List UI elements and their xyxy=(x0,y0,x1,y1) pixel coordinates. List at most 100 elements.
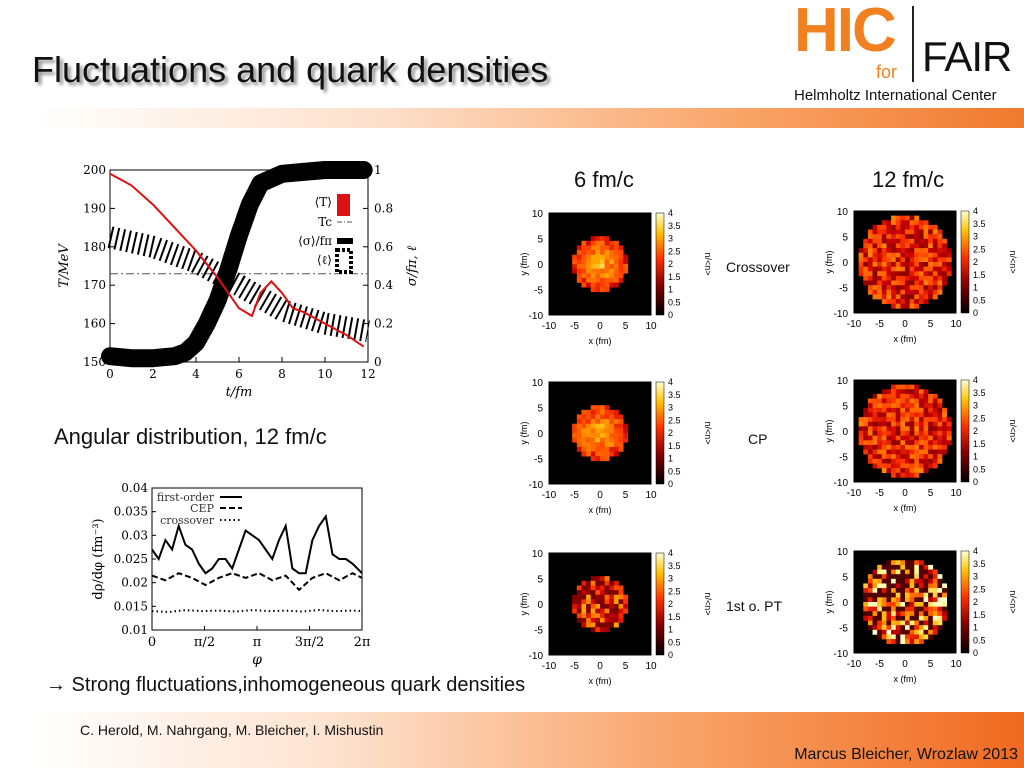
density-cell xyxy=(891,426,897,432)
density-cell xyxy=(900,583,906,589)
density-cell xyxy=(881,449,887,455)
density-cell xyxy=(891,463,897,469)
density-cell xyxy=(618,277,624,283)
density-cell xyxy=(867,620,873,626)
density-cell xyxy=(937,602,943,607)
density-cell xyxy=(609,599,615,605)
density-cell xyxy=(618,259,624,265)
density-cell xyxy=(609,254,615,260)
density-cell xyxy=(914,431,920,436)
first-order-curve xyxy=(151,513,363,575)
density-cell xyxy=(891,252,897,258)
density-cell xyxy=(872,454,878,460)
density-cell xyxy=(595,414,601,420)
density-cell xyxy=(937,280,943,286)
density-cell xyxy=(604,277,610,283)
density-cell xyxy=(909,639,915,645)
density-cell xyxy=(905,611,910,617)
density-cell xyxy=(923,294,929,300)
density-cell xyxy=(586,250,592,256)
density-cell xyxy=(928,444,934,450)
density-cell xyxy=(900,252,906,258)
density-cell xyxy=(586,446,592,452)
footer-gradient-band xyxy=(32,712,1024,768)
density-cell xyxy=(918,564,924,570)
density-cell xyxy=(600,608,605,614)
heatmap-ytick-label: 0 xyxy=(842,427,848,438)
density-cell xyxy=(886,592,892,598)
density-cell xyxy=(909,271,915,277)
density-cell xyxy=(914,639,920,645)
density-cell xyxy=(590,433,596,438)
density-cell xyxy=(581,613,587,619)
heatmap-frame xyxy=(548,381,652,485)
density-cell xyxy=(581,433,587,438)
heatmap-frame xyxy=(853,210,957,314)
legend-swatch-ell xyxy=(335,248,353,274)
density-cell xyxy=(604,437,610,443)
density-cell xyxy=(932,435,938,441)
colorbar-tick-label: 3.5 xyxy=(973,219,986,229)
density-cell xyxy=(872,625,878,631)
density-cell xyxy=(905,468,910,474)
colorbar-tick-label: 2 xyxy=(668,599,673,609)
density-cell xyxy=(914,625,920,631)
density-cell xyxy=(914,398,920,404)
density-cell xyxy=(595,405,601,411)
density-cell xyxy=(595,594,601,600)
density-cell xyxy=(905,569,910,575)
density-cell xyxy=(618,590,624,596)
heatmap-xlabel: x (fm) xyxy=(589,336,612,346)
density-cell xyxy=(918,285,924,291)
density-cell xyxy=(928,454,934,460)
colorbar-tick-label: 2 xyxy=(668,428,673,438)
density-cell xyxy=(895,421,901,427)
density-cell xyxy=(886,403,892,409)
density-cell xyxy=(895,275,901,281)
density-cell xyxy=(942,597,948,603)
density-cell xyxy=(600,594,605,600)
density-cell xyxy=(576,590,582,596)
colorbar-label: n/<n> xyxy=(1008,590,1018,613)
density-cell xyxy=(867,449,873,455)
density-cell xyxy=(905,248,910,254)
colorbar-tick-label: 1 xyxy=(668,625,673,635)
density-cell xyxy=(891,592,897,598)
chart1-y2tick-label: 0.8 xyxy=(374,201,393,215)
heatmap-xtick-label: 5 xyxy=(623,321,629,332)
colorbar-tick-label: 2 xyxy=(973,426,978,436)
density-cell xyxy=(891,384,897,390)
density-cell xyxy=(932,229,938,235)
density-cell xyxy=(905,417,910,423)
density-cell xyxy=(905,275,910,281)
density-cell xyxy=(613,277,619,283)
density-cell xyxy=(909,266,915,272)
heatmap-xtick-label: 0 xyxy=(902,319,908,330)
density-cell xyxy=(590,423,596,429)
density-cell xyxy=(891,435,897,441)
density-cell xyxy=(613,254,619,260)
density-cell xyxy=(928,583,934,589)
density-cell xyxy=(909,634,915,640)
density-cell xyxy=(609,451,615,457)
density-cell xyxy=(942,588,948,594)
density-cell xyxy=(932,289,938,295)
heatmap-ytick-label: -5 xyxy=(839,624,848,635)
heatmap-ytick-label: -10 xyxy=(834,309,849,320)
density-cell xyxy=(595,282,601,288)
density-cell xyxy=(886,271,892,277)
density-cell xyxy=(586,590,592,596)
density-cell xyxy=(891,615,897,621)
density-cell xyxy=(586,254,592,260)
density-cell xyxy=(923,266,929,272)
density-cell xyxy=(600,613,605,619)
density-cell xyxy=(932,454,938,460)
density-cell xyxy=(877,285,883,291)
density-cell xyxy=(590,446,596,452)
density-cell xyxy=(914,611,920,617)
density-cell xyxy=(590,580,596,586)
density-cell xyxy=(937,574,943,580)
density-cell xyxy=(867,611,873,617)
density-cell xyxy=(928,426,934,432)
density-cell xyxy=(891,458,897,464)
